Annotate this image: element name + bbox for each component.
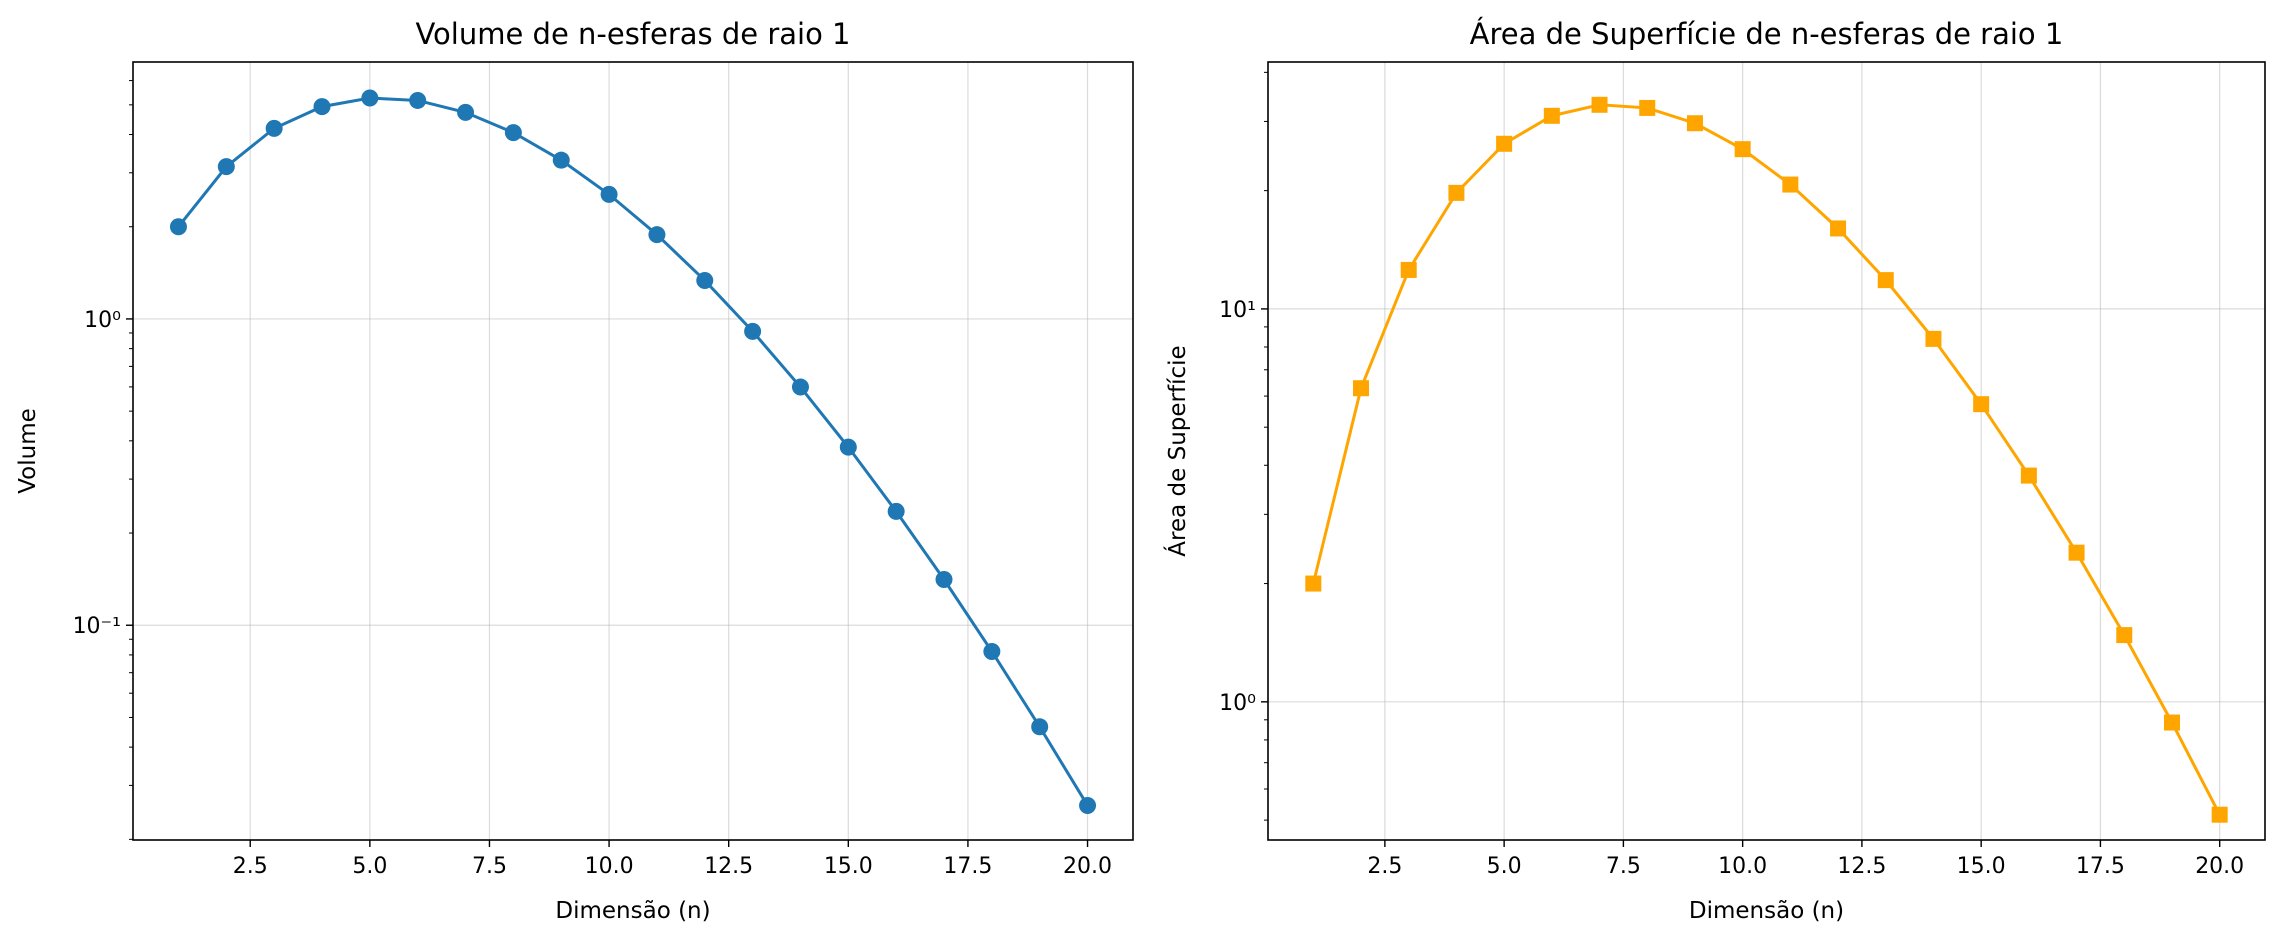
surface-area-ticks: 2.5 5.0 7.5 10.0 12.5 15.0 17.5 20.0 10¹ 10⁰ [1219,71,2244,879]
volume-data-point [409,91,427,109]
surface-area-x-tick-label: 10.0 [1718,854,1767,879]
surface-area-x-tick-label: 7.5 [1606,854,1641,879]
volume-data-point [887,502,905,520]
volume-series-line [177,96,1089,807]
volume-data-point [169,218,187,236]
surface-area-x-axis-label: Dimensão (n) [1689,898,1844,924]
surface-area-data-point [1591,96,1608,113]
volume-data-point [361,89,379,107]
volume-data-point [983,642,1001,660]
volume-data-point [648,226,666,244]
volume-series [169,89,1097,814]
volume-x-tick-label: 15.0 [824,854,873,879]
surface-area-data-point [1496,135,1513,152]
surface-area-y-tick-label: 10⁰ [1219,691,1256,716]
surface-area-data-point [1305,575,1322,592]
surface-area-x-tick-label: 20.0 [2195,854,2244,879]
volume-x-tick-label: 17.5 [943,854,992,879]
surface-area-data-point [1543,107,1560,124]
surface-area-data-point [1686,115,1703,132]
surface-area-data-point [1448,184,1465,201]
surface-area-data-point [1734,141,1751,158]
surface-area-data-point [2211,806,2228,823]
volume-data-point [744,322,762,340]
surface-area-x-tick-label: 17.5 [2076,854,2125,879]
volume-chart-title: Volume de n-esferas de raio 1 [415,17,850,51]
volume-data-point [265,119,283,137]
surface-area-data-point [1973,396,1990,413]
volume-data-point [1031,718,1049,736]
surface-area-data-point [1400,261,1417,278]
surface-area-x-tick-label: 15.0 [1957,854,2006,879]
volume-data-point [457,103,475,121]
surface-area-series [1305,96,2228,823]
surface-area-data-point [2020,467,2037,484]
surface-area-data-point [1830,220,1847,237]
surface-area-chart: 2.5 5.0 7.5 10.0 12.5 15.0 17.5 20.0 10¹ 10⁰ Área… [1163,17,2266,924]
surface-area-data-point [1877,272,1894,289]
surface-area-x-tick-label: 5.0 [1487,854,1522,879]
volume-ticks: 2.5 5.0 7.5 10.0 12.5 15.0 17.5 20.0 10⁰ 10⁻¹ [73,80,1112,879]
surface-area-chart-title: Área de Superfície de n-esferas de raio … [1470,17,2064,51]
surface-area-data-point [2163,714,2180,731]
surface-area-x-tick-label: 2.5 [1367,854,1402,879]
surface-area-grid [1268,62,2265,840]
surface-area-data-point [1782,176,1799,193]
volume-data-point [313,98,331,116]
surface-area-data-point [1639,99,1656,116]
volume-x-tick-label: 12.5 [704,854,753,879]
volume-axes-frame [132,61,1134,841]
volume-x-axis-label: Dimensão (n) [555,898,710,924]
volume-data-point [696,271,714,289]
volume-data-point [839,438,857,456]
volume-data-point [935,571,953,589]
volume-x-tick-label: 10.0 [585,854,634,879]
volume-grid [133,62,1133,840]
volume-x-tick-label: 5.0 [352,854,387,879]
volume-data-point [552,151,570,169]
volume-x-tick-label: 7.5 [472,854,507,879]
surface-area-data-point [1353,380,1370,397]
volume-chart: 2.5 5.0 7.5 10.0 12.5 15.0 17.5 20.0 10⁰ 10⁻¹ Vol… [15,17,1134,924]
surface-area-y-tick-label: 10¹ [1219,298,1256,323]
surface-area-series-line [1311,103,2222,816]
surface-area-y-axis-label: Área de Superfície [1163,345,1191,556]
surface-area-data-point [1925,330,1942,347]
volume-data-point [504,124,522,142]
volume-data-point [1079,796,1097,814]
volume-data-point [791,378,809,396]
volume-x-tick-label: 20.0 [1063,854,1112,879]
volume-data-point [217,158,235,176]
volume-y-tick-label: 10⁰ [84,308,121,333]
volume-x-tick-label: 2.5 [233,854,268,879]
surface-area-x-tick-label: 12.5 [1837,854,1886,879]
volume-y-tick-label: 10⁻¹ [73,614,121,639]
surface-area-data-point [2068,544,2085,561]
surface-area-axes-frame [1267,61,2266,841]
surface-area-data-point [2116,627,2133,644]
volume-y-axis-label: Volume [15,408,41,494]
volume-data-point [600,185,618,203]
